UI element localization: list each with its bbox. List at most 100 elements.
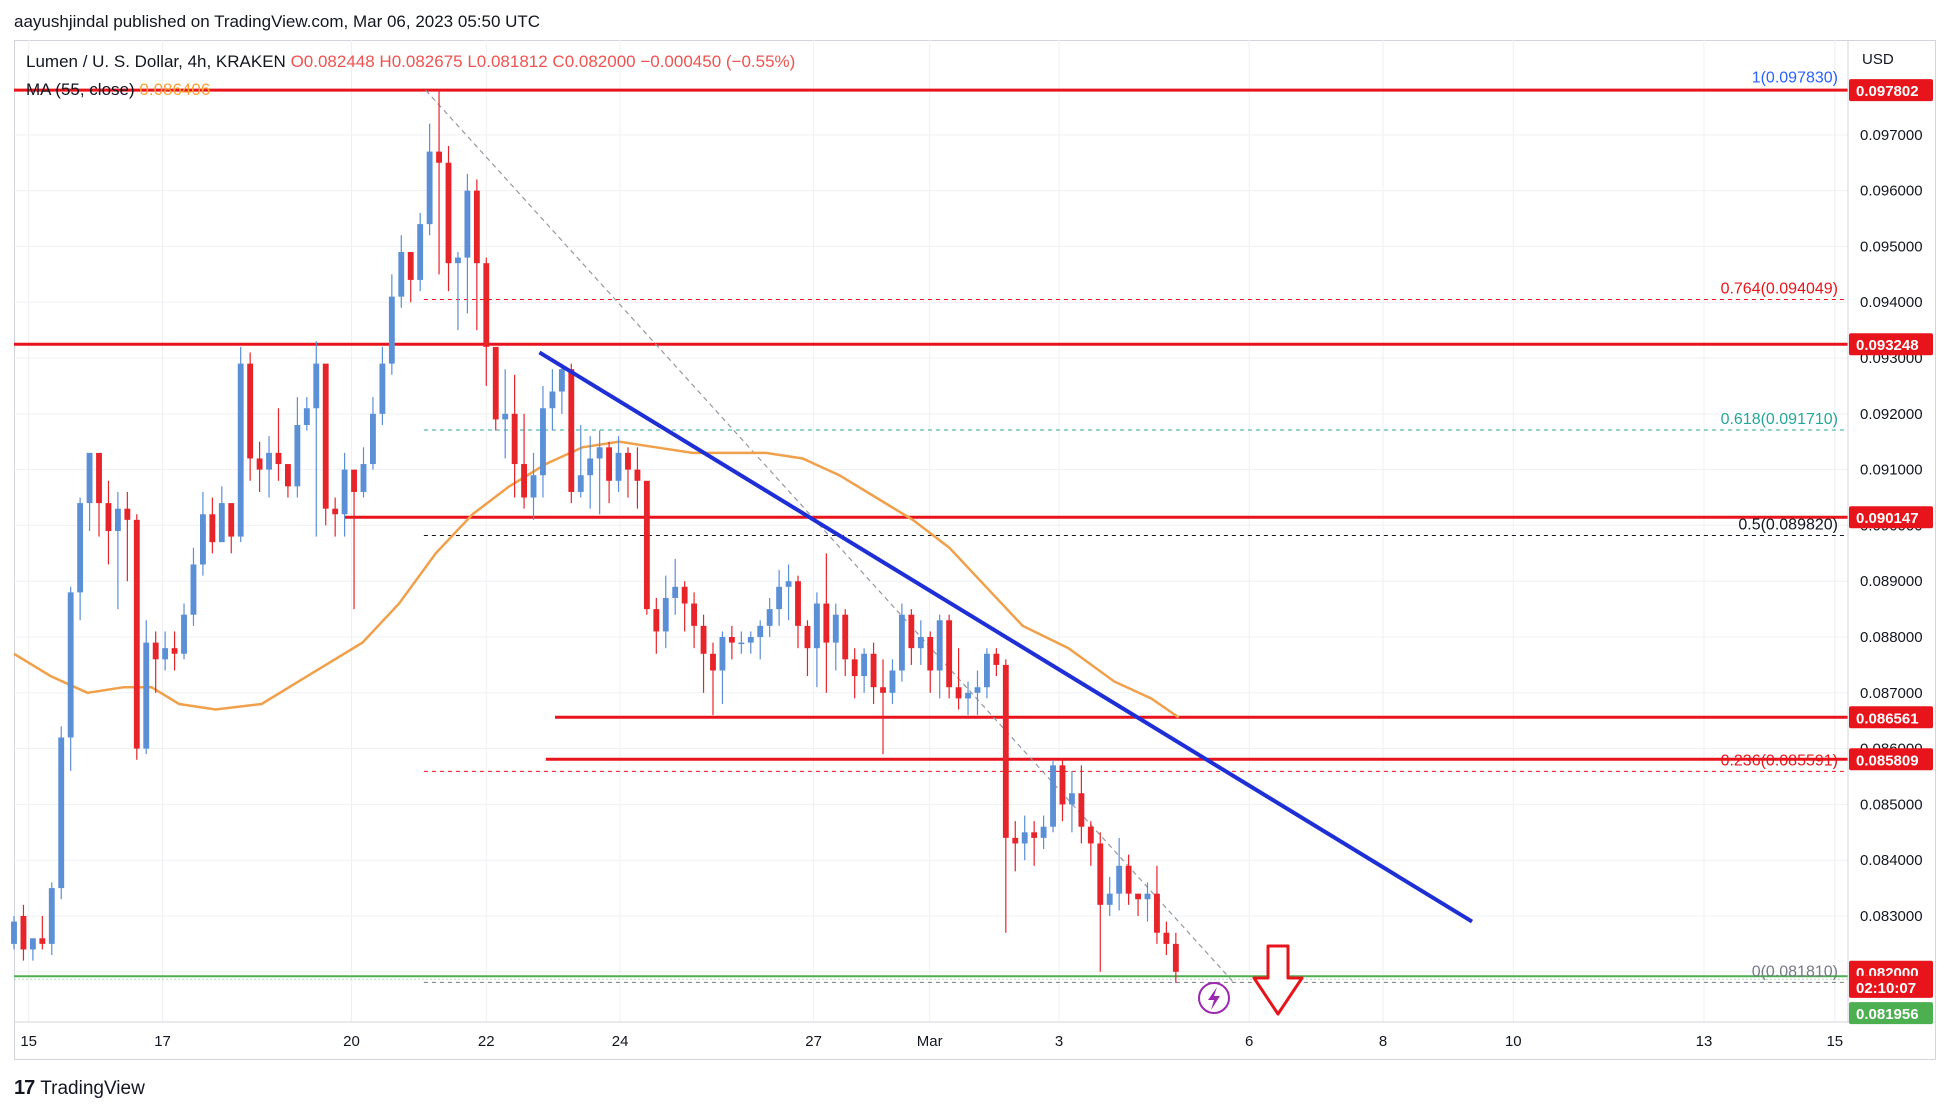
candle-down <box>870 653 877 688</box>
candle-down <box>1002 664 1009 838</box>
candle-up <box>360 464 367 492</box>
candle-down <box>445 162 452 264</box>
candle-down <box>1163 932 1170 944</box>
candle-up <box>615 452 622 481</box>
candle-up <box>388 296 395 364</box>
candle-up <box>237 363 244 537</box>
publisher-header: aayushjindal published on TradingView.co… <box>14 12 541 31</box>
fib-level-label: 0.618(0.091710) <box>1721 411 1838 428</box>
candle-up <box>577 475 584 492</box>
candle-down <box>332 508 339 515</box>
y-tick-label: 0.085000 <box>1860 796 1923 813</box>
price-tag-label: 0.097802 <box>1856 83 1919 100</box>
candle-up <box>502 413 509 420</box>
candle-down <box>492 346 499 420</box>
candle-down <box>1059 765 1066 805</box>
candle-down <box>511 413 518 465</box>
candle-down <box>710 653 716 671</box>
candle-up <box>766 609 773 626</box>
y-tick-label: 0.095000 <box>1860 238 1923 255</box>
candle-up <box>898 614 905 671</box>
candle-up <box>181 614 187 654</box>
chart-legend: Lumen / U. S. Dollar, 4h, KRAKEN O0.0824… <box>26 52 795 72</box>
candle-down <box>322 363 329 509</box>
y-tick-label: 0.092000 <box>1860 406 1923 423</box>
candle-up <box>455 257 461 264</box>
candle-down <box>96 452 102 504</box>
y-tick-label: 0.097000 <box>1860 127 1923 144</box>
candle-up <box>86 452 93 504</box>
bearish-trendline <box>538 350 1474 924</box>
candle-down <box>1087 826 1094 844</box>
candle-up <box>974 687 981 693</box>
candle-down <box>473 190 480 264</box>
candle-up <box>67 592 74 738</box>
candle-down <box>823 603 830 643</box>
grid-lines <box>14 40 1848 1022</box>
candle-down <box>256 458 263 470</box>
candles <box>11 90 1179 983</box>
candle-up <box>965 692 971 699</box>
candle-down <box>842 614 849 660</box>
candle-up <box>596 447 603 459</box>
candle-down <box>1031 832 1038 838</box>
candle-up <box>747 637 754 643</box>
candle-up <box>1021 832 1028 844</box>
candle-up <box>1106 893 1113 905</box>
candle-up <box>417 224 424 280</box>
candle-up <box>1069 793 1075 805</box>
fib-levels: 1(0.097830) 0.764(0.094049) 0.618(0.091710… <box>423 70 1848 983</box>
candle-down <box>351 469 357 492</box>
candle-down <box>851 659 858 677</box>
candle-up <box>266 452 272 470</box>
candle-down <box>521 464 528 498</box>
symbol-label: Lumen / U. S. Dollar, 4h, KRAKEN <box>26 52 286 71</box>
candle-up <box>776 586 783 610</box>
price-axis: USD 0.097000 0.096000 0.095000 0.094000 0.093… <box>1847 40 1923 1022</box>
candle-up <box>190 564 197 615</box>
y-tick-label: 0.096000 <box>1860 183 1923 200</box>
price-tags: 0.097802 0.093248 0.090147 0.086561 0.085809… <box>1849 79 1933 1025</box>
fib-level-label: 0(0.081810) <box>1752 963 1838 980</box>
candle-up <box>370 413 376 465</box>
candle-down <box>804 625 811 649</box>
candle-down <box>1172 943 1179 972</box>
x-tick-label: 24 <box>612 1033 629 1050</box>
candle-up <box>1040 826 1047 838</box>
tradingview-brand: 17 TradingView <box>14 1077 145 1100</box>
candle-down <box>700 625 707 654</box>
ma-55-line <box>13 440 1180 719</box>
candle-down <box>691 603 698 626</box>
candle-up <box>464 190 471 258</box>
candle-up <box>379 363 386 414</box>
candle-down <box>946 620 953 688</box>
candle-up <box>785 581 792 587</box>
price-tag-box <box>1849 79 1933 102</box>
candle-down <box>795 581 801 626</box>
price-tag-box <box>1849 975 1933 998</box>
x-tick-label: 27 <box>805 1033 822 1050</box>
x-tick-label: 17 <box>154 1033 171 1050</box>
ma-line <box>13 440 1180 719</box>
ohlc-values: O0.082448 H0.082675 L0.081812 C0.082000 … <box>290 52 796 71</box>
candle-down <box>171 648 178 654</box>
candle-down <box>247 363 254 459</box>
candle-down <box>568 369 575 492</box>
candle-up <box>426 151 433 225</box>
candle-down <box>653 609 660 632</box>
down-arrow-icon <box>1252 944 1304 1016</box>
candle-down <box>1125 865 1132 894</box>
candle-up <box>917 637 924 649</box>
candle-up <box>162 648 169 660</box>
candle-down <box>275 452 282 465</box>
candle-down <box>625 452 631 470</box>
price-tag-box <box>1849 1002 1933 1025</box>
candle-up <box>861 653 868 677</box>
candle-up <box>813 603 820 649</box>
candle-up <box>558 369 565 392</box>
x-tick-label: 10 <box>1505 1033 1522 1050</box>
price-tag-label: 0.086561 <box>1856 710 1919 727</box>
candle-up <box>672 586 679 598</box>
candle-up <box>549 391 556 409</box>
